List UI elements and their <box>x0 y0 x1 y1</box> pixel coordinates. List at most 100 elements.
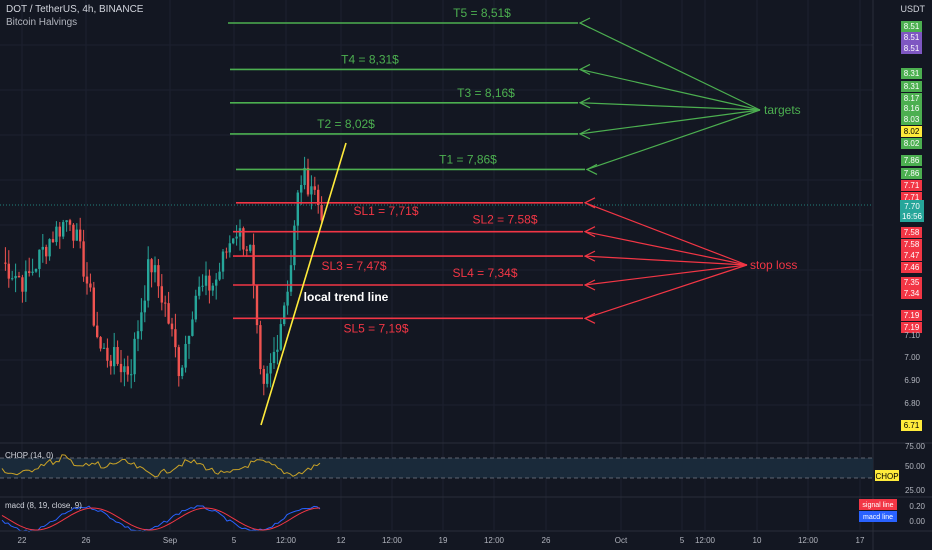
price-badge <box>901 168 922 179</box>
candle-body <box>252 244 255 286</box>
candle-body <box>24 271 27 292</box>
chop-tick: 25.00 <box>905 486 926 495</box>
x-tick-label: 12:00 <box>798 536 819 545</box>
price-badge <box>901 310 922 321</box>
candle-body <box>242 228 245 250</box>
candle-body <box>136 331 140 339</box>
candle-body <box>143 300 146 313</box>
stoploss-label: SL1 = 7,71$ <box>353 204 418 218</box>
arrow-head <box>583 197 596 209</box>
candle-body <box>17 275 21 278</box>
candle-body <box>300 184 303 193</box>
target-label: T3 = 8,16$ <box>457 86 515 100</box>
x-tick-label: 17 <box>856 536 865 545</box>
arrow-head <box>578 63 591 75</box>
price-badge <box>901 227 922 238</box>
stoploss-arrow <box>584 264 748 286</box>
candle-body <box>194 295 197 320</box>
candle-body <box>65 220 68 223</box>
candle-body <box>211 285 214 291</box>
candle-body <box>255 285 259 326</box>
candle-body <box>96 325 99 338</box>
candle-body <box>293 225 296 266</box>
candle-body <box>228 243 231 253</box>
candle-body <box>174 329 177 348</box>
price-badge <box>901 138 922 149</box>
arrow-head <box>583 226 596 238</box>
symbol-title[interactable]: DOT / TetherUS, 4h, BINANCE <box>6 4 144 15</box>
candle-body <box>164 302 167 304</box>
price-badge-text: 8.31 <box>904 82 920 91</box>
target-arrow <box>579 102 761 111</box>
price-badge <box>901 180 922 191</box>
candle-body <box>41 246 44 250</box>
candle-body <box>119 363 123 373</box>
target-label: T1 = 7,86$ <box>439 152 497 166</box>
price-badge-text: 8.51 <box>904 44 920 53</box>
candle-body <box>75 229 78 241</box>
x-tick-label: 10 <box>753 536 762 545</box>
price-badge-text: 8.16 <box>904 104 920 113</box>
candle-body <box>38 249 41 269</box>
candle-body <box>303 167 306 185</box>
chop-line <box>1 454 321 478</box>
y-tick-label: 7.10 <box>904 331 920 340</box>
price-badge <box>901 68 922 79</box>
price-badge <box>901 103 922 114</box>
candle-body <box>31 271 34 273</box>
price-badge <box>901 93 922 104</box>
target-arrow <box>579 109 761 135</box>
candle-body <box>109 360 112 367</box>
candle-body <box>14 275 17 279</box>
macd-tick: 0.20 <box>909 502 925 511</box>
candle-body <box>221 251 225 272</box>
y-tick-label: 7.00 <box>904 353 920 362</box>
candle-body <box>272 351 276 364</box>
price-badge-text: 7.19 <box>904 311 920 320</box>
candle-body <box>85 276 89 284</box>
price-badge-text: 7.71 <box>904 193 920 202</box>
candle-body <box>48 239 51 257</box>
countdown-text: 16:56 <box>902 212 923 221</box>
macd-badge-text: macd line <box>863 514 893 521</box>
candle-body <box>313 186 316 190</box>
candle-body <box>170 323 174 330</box>
chop-badge-text: CHOP <box>875 472 898 481</box>
price-badge-text: 8.31 <box>904 69 920 78</box>
price-badge <box>901 277 922 288</box>
halvings-indicator-label[interactable]: Bitcoin Halvings <box>6 17 78 28</box>
macd-tick: 0.00 <box>909 517 925 526</box>
x-tick-label: 26 <box>82 536 91 545</box>
stoploss-arrow <box>584 202 748 266</box>
candle-body <box>167 303 170 324</box>
candle-body <box>99 337 102 349</box>
signal-badge <box>859 499 897 510</box>
candle-body <box>126 366 129 375</box>
price-badge-text: 7.46 <box>904 263 920 272</box>
candle-body <box>133 338 136 375</box>
candle-body <box>55 226 58 243</box>
candle-body <box>157 265 160 287</box>
target-arrow <box>579 68 761 111</box>
candle-body <box>62 222 65 237</box>
candle-body <box>51 239 55 243</box>
candle-body <box>191 319 194 336</box>
candle-body <box>150 259 153 273</box>
candle-body <box>296 192 299 226</box>
candle-body <box>79 229 82 242</box>
x-tick-label: 12:00 <box>484 536 505 545</box>
stoploss-node-label: stop loss <box>750 258 797 272</box>
macd-label: macd (8, 19, close, 9) <box>5 501 82 510</box>
price-badge-text: 7.58 <box>904 228 920 237</box>
targets-label: targets <box>764 103 801 117</box>
low-badge-text: 6.71 <box>904 421 920 430</box>
target-arrow <box>586 109 761 171</box>
price-badge-text: 7.58 <box>904 240 920 249</box>
arrow-head <box>585 163 598 175</box>
price-badge <box>901 155 922 166</box>
arrow-head <box>583 312 596 324</box>
y-tick-label: 6.90 <box>904 376 920 385</box>
candle-body <box>102 347 106 349</box>
price-badge <box>901 21 922 32</box>
